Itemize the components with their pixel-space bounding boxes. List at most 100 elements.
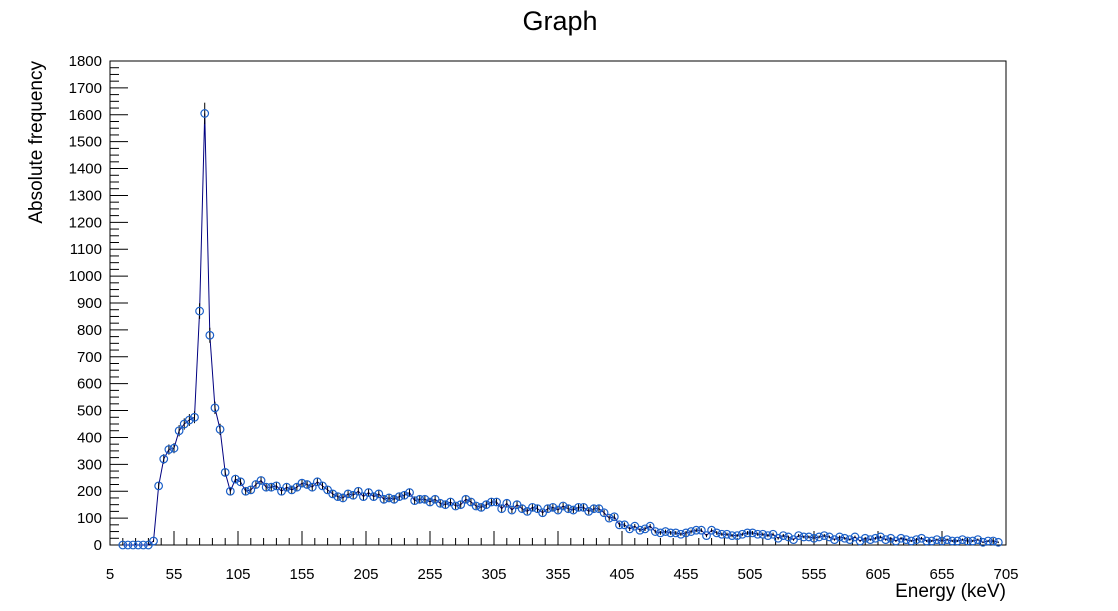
data-point: [963, 536, 972, 546]
x-tick-label: 5: [106, 566, 114, 583]
data-point: [906, 536, 916, 546]
data-point: [922, 536, 932, 546]
x-tick-label: 705: [993, 566, 1018, 583]
y-tick-label: 600: [77, 376, 102, 393]
data-point: [548, 502, 558, 512]
data-point: [819, 531, 829, 540]
data-point: [983, 536, 993, 546]
data-point: [118, 540, 128, 550]
data-point: [952, 536, 962, 546]
data-point: [988, 536, 998, 546]
data-point: [691, 525, 701, 535]
data-point: [993, 537, 1003, 547]
data-point: [471, 501, 481, 511]
data-point: [666, 528, 676, 538]
data-point: [937, 536, 947, 546]
data-point: [604, 513, 614, 523]
y-tick-label: 800: [77, 322, 102, 339]
y-tick-label: 100: [77, 510, 102, 527]
data-point: [855, 536, 865, 546]
data-point: [195, 306, 205, 316]
data-point: [896, 533, 906, 543]
data-point: [435, 498, 445, 508]
data-point: [589, 504, 599, 514]
data-point: [871, 533, 880, 543]
y-axis-label: Absolute frequency: [26, 61, 47, 224]
data-point: [256, 476, 266, 485]
data-point: [307, 482, 317, 492]
data-point: [763, 531, 773, 540]
y-tick-label: 400: [77, 429, 102, 446]
plot-frame: [109, 60, 1007, 546]
data-point: [901, 535, 911, 545]
data-point: [947, 536, 957, 546]
data-point: [149, 536, 158, 546]
data-point: [599, 508, 609, 518]
data-point: [481, 500, 491, 510]
data-point: [814, 532, 824, 542]
data-point: [236, 477, 245, 487]
x-tick-label: 355: [545, 566, 570, 583]
data-point: [487, 497, 496, 507]
x-tick-label: 105: [225, 566, 250, 583]
data-point: [584, 506, 594, 516]
data-point: [912, 535, 921, 545]
data-point: [860, 533, 870, 543]
data-point: [737, 529, 747, 539]
data-point: [200, 109, 210, 118]
x-tick-label: 555: [801, 566, 826, 583]
data-point: [712, 528, 722, 538]
data-point: [743, 528, 752, 538]
data-point: [656, 528, 665, 538]
data-point: [661, 527, 670, 536]
y-tick-label: 900: [77, 295, 102, 312]
data-point: [451, 501, 461, 511]
data-point: [574, 502, 583, 512]
data-point: [563, 504, 573, 514]
data-point: [220, 468, 230, 477]
data-point: [384, 493, 394, 503]
data-point: [374, 489, 384, 499]
data-point: [210, 403, 220, 413]
data-point: [809, 533, 819, 543]
y-tick-label: 1200: [69, 214, 102, 231]
data-point: [876, 532, 885, 542]
y-tick-label: 700: [77, 349, 102, 366]
data-point: [635, 525, 645, 535]
y-tick-label: 1400: [69, 161, 102, 178]
data-point: [410, 496, 420, 506]
data-point: [732, 531, 742, 540]
data-point: [190, 412, 199, 422]
data-point: [379, 494, 389, 504]
data-point: [778, 531, 788, 540]
data-point: [476, 502, 486, 512]
data-point: [231, 474, 240, 484]
data-point: [758, 529, 768, 539]
data-point: [845, 535, 855, 545]
data-point: [609, 512, 619, 522]
data-point: [184, 415, 194, 425]
data-point: [717, 529, 727, 539]
data-point: [804, 532, 814, 542]
data-point: [225, 486, 235, 496]
data-point: [835, 532, 844, 542]
chart-title: Graph: [522, 6, 597, 36]
data-point: [266, 482, 276, 492]
data-point: [159, 454, 169, 464]
data-point: [881, 535, 891, 545]
data-point: [287, 485, 297, 495]
data-point: [405, 488, 414, 497]
data-point: [830, 535, 839, 545]
data-point: [973, 535, 983, 545]
data-point: [328, 489, 338, 499]
data-point: [640, 524, 650, 534]
data-point: [773, 533, 783, 543]
data-point: [671, 528, 681, 538]
data-point: [891, 536, 901, 546]
data-point: [543, 504, 553, 514]
data-point: [753, 529, 763, 539]
data-point: [415, 494, 425, 504]
data-point: [333, 492, 343, 502]
data-point: [492, 497, 501, 507]
